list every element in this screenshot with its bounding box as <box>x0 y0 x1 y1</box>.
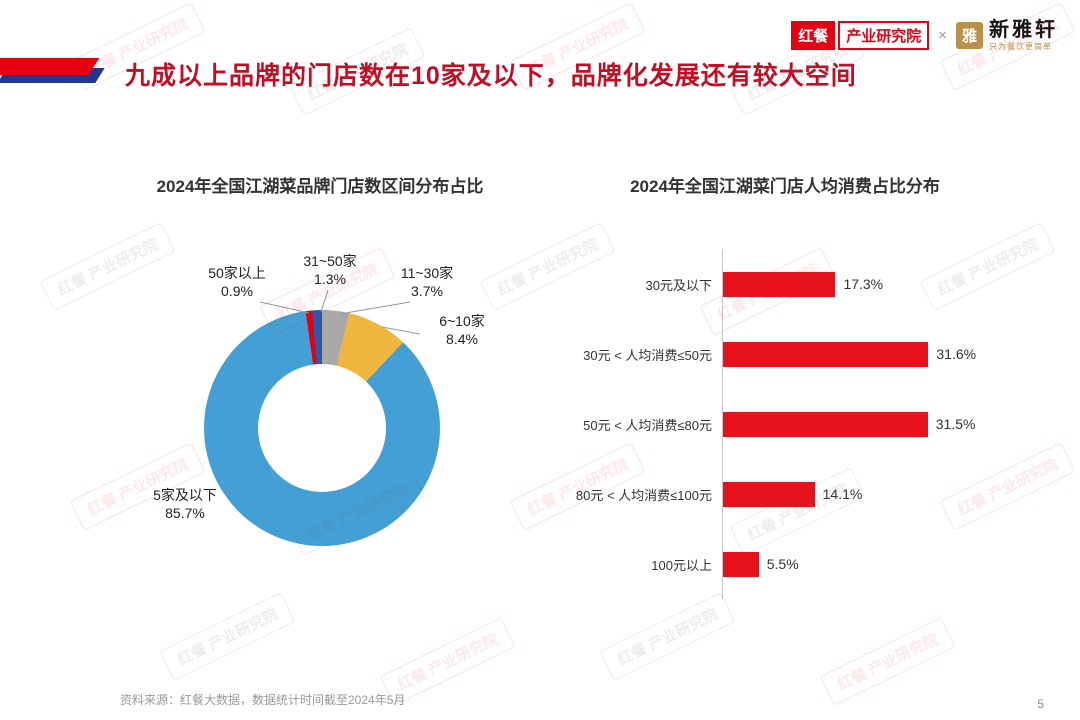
bar <box>723 481 815 507</box>
bar <box>723 411 928 437</box>
bar-category-label: 80元 < 人均消费≤100元 <box>575 487 712 503</box>
donut-ring <box>204 310 440 546</box>
bar-category-label: 50元 < 人均消费≤80元 <box>583 417 712 433</box>
bar-track: 14.1% <box>722 481 1020 507</box>
donut-label-value: 1.3% <box>314 271 346 287</box>
donut-chart-title: 2024年全国江湖菜品牌门店数区间分布占比 <box>156 177 484 196</box>
donut-label-31-50: 31~50家 1.3% <box>275 252 385 288</box>
donut-label-name: 11~30家 <box>400 265 454 281</box>
page-title: 九成以上品牌的门店数在10家及以下，品牌化发展还有较大空间 <box>125 62 857 90</box>
donut-chart-panel: 2024年全国江湖菜品牌门店数区间分布占比 50家以上 0.9% 31~50家 … <box>90 160 550 590</box>
partner-logo-icon: 雅 <box>956 22 983 49</box>
bar <box>723 341 929 367</box>
hongcan-org-label: 产业研究院 <box>838 21 930 50</box>
donut-label-name: 31~50家 <box>303 253 357 269</box>
bar-track: 17.3% <box>722 271 1020 297</box>
bar-row: 100元以上 5.5% <box>550 529 1020 599</box>
donut-hole <box>258 364 386 492</box>
donut-leader-lines <box>259 289 421 335</box>
donut-label-name: 6~10家 <box>439 313 485 329</box>
bar-row: 50元 < 人均消费≤80元 31.5% <box>550 389 1020 459</box>
donut-label-name: 50家以上 <box>208 265 266 281</box>
bar-row: 30元 < 人均消费≤50元 31.6% <box>550 319 1020 389</box>
watermark: 红餐 产业研究院 <box>819 617 956 706</box>
bar-category-label: 30元及以下 <box>645 277 712 293</box>
donut-label-name: 5家及以下 <box>153 487 217 503</box>
donut-label-6-10: 6~10家 8.4% <box>407 312 517 348</box>
partner-logo-text: 新雅轩 只为餐饮更简单 <box>989 20 1058 51</box>
watermark: 红餐 产业研究院 <box>159 592 296 681</box>
donut-label-value: 3.7% <box>411 283 443 299</box>
donut-label-under5: 5家及以下 85.7% <box>130 486 240 522</box>
header-brand-row: 红餐 产业研究院 × 雅 新雅轩 只为餐饮更简单 <box>791 20 1058 51</box>
source-note: 资料来源：红餐大数据，数据统计时间截至2024年5月 <box>120 693 406 707</box>
brand-separator: × <box>938 27 947 44</box>
bar-value-label: 31.5% <box>935 416 976 432</box>
partner-name: 新雅轩 <box>989 19 1058 41</box>
bar-row: 80元 < 人均消费≤100元 14.1% <box>550 459 1020 529</box>
page-number: 5 <box>1037 697 1044 711</box>
bar-value-label: 31.6% <box>936 346 977 362</box>
donut-label-value: 8.4% <box>446 331 478 347</box>
bar-value-label: 5.5% <box>766 556 799 572</box>
donut-label-50plus: 50家以上 0.9% <box>182 264 292 300</box>
bar-chart-panel: 2024年全国江湖菜门店人均消费占比分布 30元及以下 17.3% 30元 < … <box>550 160 1020 610</box>
bar-track: 5.5% <box>722 551 1020 577</box>
bar-value-label: 14.1% <box>822 486 863 502</box>
hongcan-logo: 红餐 <box>791 21 836 50</box>
bar-category-label: 100元以上 <box>651 557 712 573</box>
partner-logo-group: 雅 新雅轩 只为餐饮更简单 <box>956 20 1058 51</box>
bar <box>723 551 759 577</box>
title-decoration-red <box>0 58 100 75</box>
bar-category-label: 30元 < 人均消费≤50元 <box>583 347 712 363</box>
bar-chart-title: 2024年全国江湖菜门店人均消费占比分布 <box>630 177 940 196</box>
partner-tagline: 只为餐饮更简单 <box>989 42 1052 51</box>
bar-chart-axis <box>722 249 723 599</box>
donut-label-value: 0.9% <box>221 283 253 299</box>
bar-rows: 30元及以下 17.3% 30元 < 人均消费≤50元 31.6% 50元 < … <box>550 249 1020 599</box>
bar-track: 31.6% <box>722 341 1020 367</box>
bar-row: 30元及以下 17.3% <box>550 249 1020 319</box>
bar-track: 31.5% <box>722 411 1020 437</box>
bar-value-label: 17.3% <box>843 276 884 292</box>
donut-label-value: 85.7% <box>165 505 205 521</box>
bar <box>723 271 836 297</box>
donut-label-11-30: 11~30家 3.7% <box>372 264 482 300</box>
